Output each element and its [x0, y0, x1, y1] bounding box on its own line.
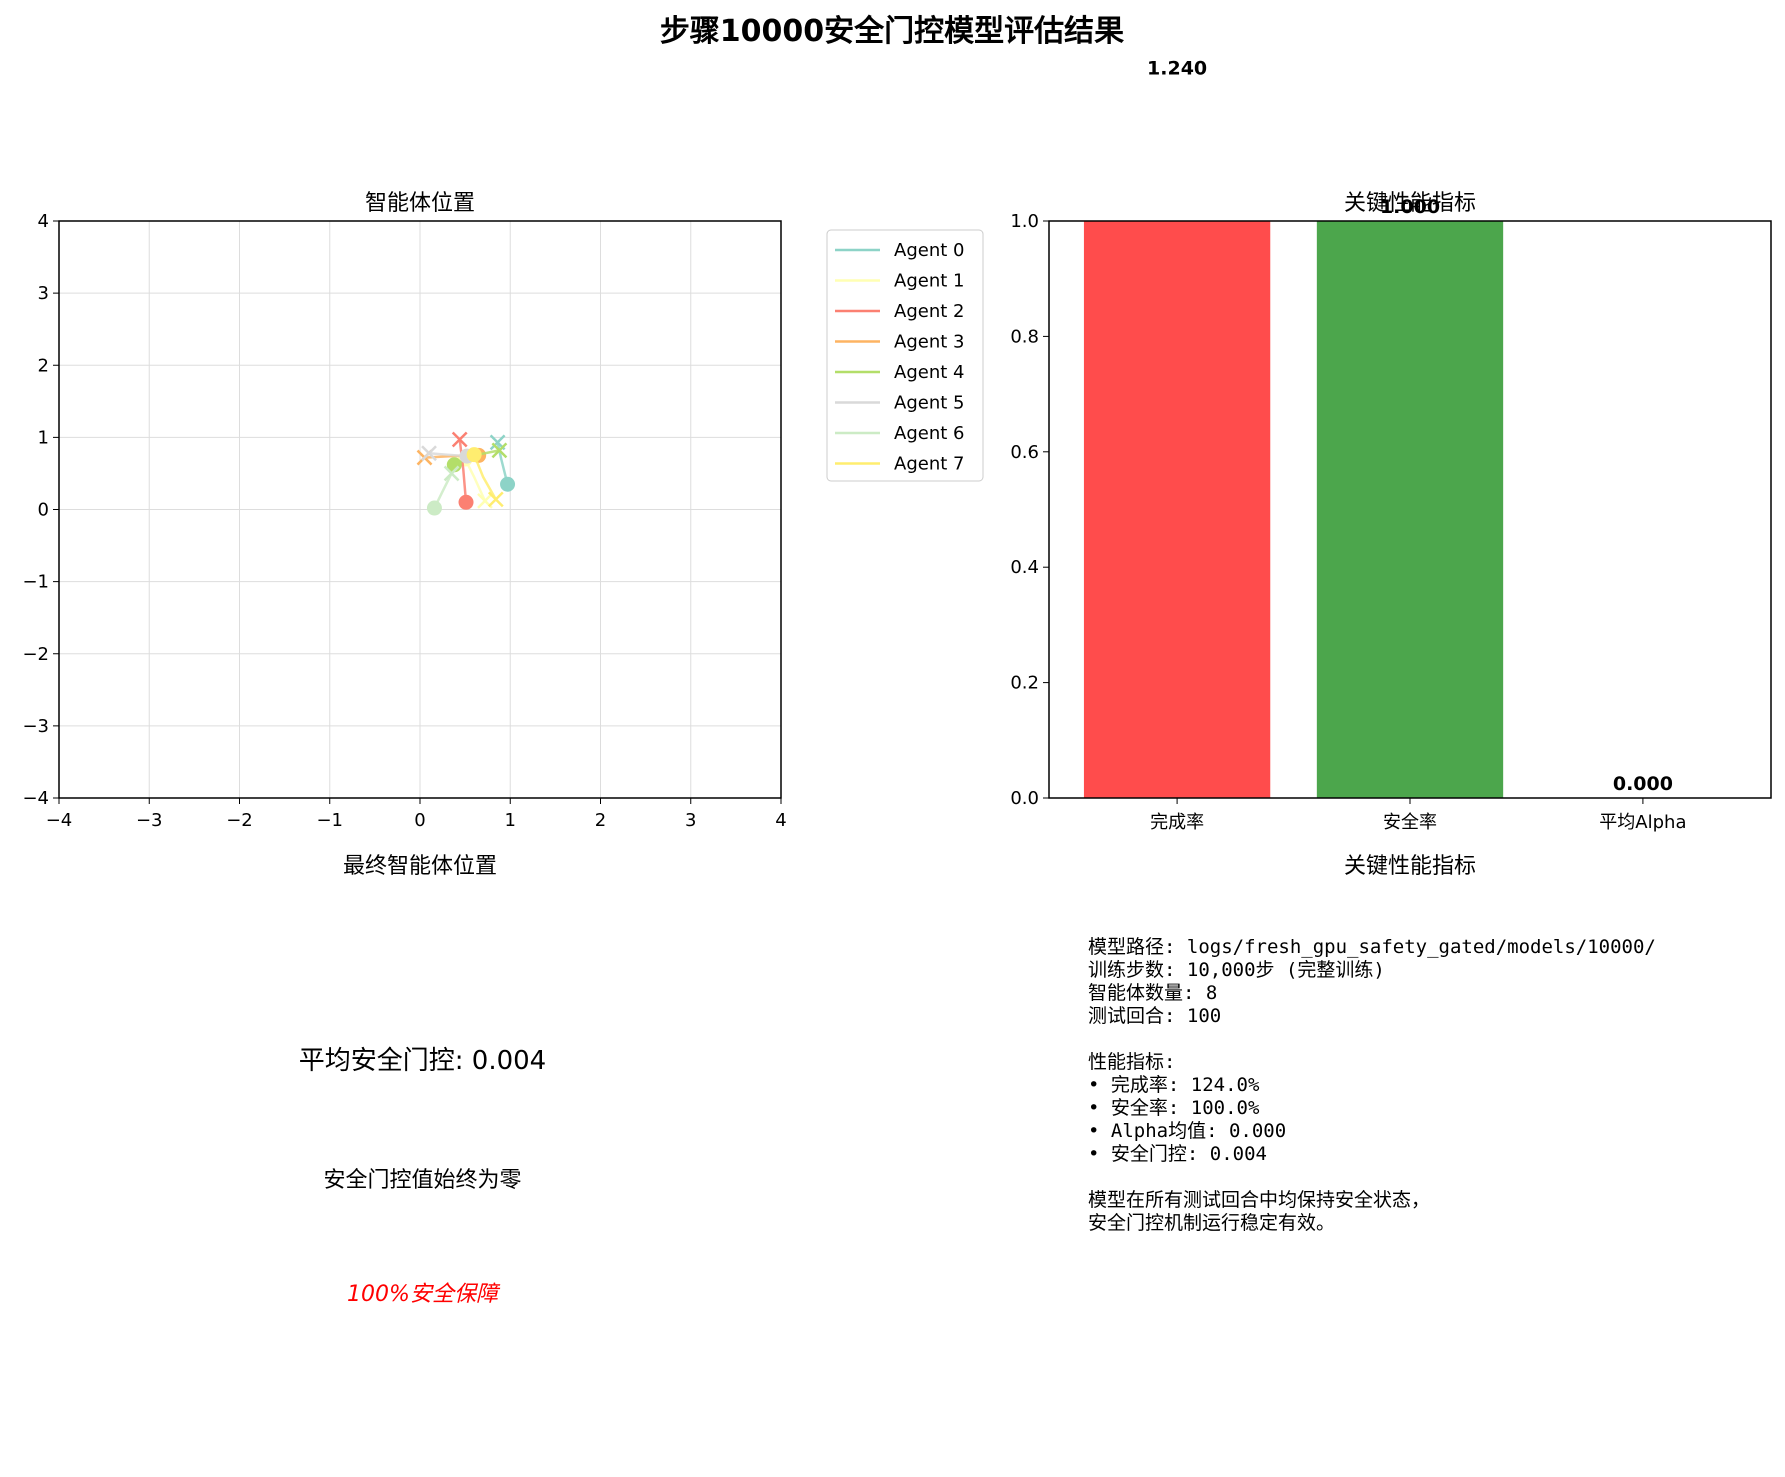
agent-4-start-marker — [491, 442, 508, 459]
scatter-ytick-label: −2 — [22, 644, 49, 665]
agent-7-start-marker — [487, 491, 504, 508]
bar-category-label-0: 完成率 — [1150, 812, 1204, 833]
legend-box — [826, 229, 984, 482]
figure-suptitle: 步骤10000安全门控模型评估结果 — [660, 14, 1124, 49]
scatter-xlabel: 最终智能体位置 — [343, 854, 497, 879]
scatter-grid — [58, 220, 782, 799]
safety-guarantee-warning: 100%安全保障 — [347, 1282, 498, 1307]
scatter-xtick-label: −1 — [316, 810, 343, 831]
scatter-ytick-label: 4 — [38, 211, 49, 232]
agent-2-start-marker — [451, 431, 468, 448]
scatter-xtick-label: 2 — [595, 810, 606, 831]
bar-ytick-label: 0.0 — [1010, 788, 1039, 809]
legend-label-agent-4: Agent 4 — [894, 362, 964, 383]
bar-ytick-label: 0.4 — [1010, 557, 1039, 578]
scatter-ytick-label: 0 — [38, 500, 49, 521]
model-info-text: 模型路径: logs/fresh_gpu_safety_gated/models… — [1088, 936, 1656, 1234]
agent-2-end-marker — [458, 494, 474, 510]
agent-7-trajectory — [472, 454, 497, 501]
scatter-ytick-label: −3 — [22, 716, 49, 737]
scatter-xtick-label: 1 — [505, 810, 516, 831]
bar-value-label-2: 0.000 — [1613, 773, 1673, 795]
scatter-ticks: −4 −3 −2 −1 0 1 2 3 4 −4 −3 −2 −1 0 1 2 3 4 — [22, 211, 786, 831]
agent-0-end-marker — [500, 476, 516, 492]
scatter-ytick-label: 2 — [38, 355, 49, 376]
bar-ticks: 0.0 0.2 0.4 0.6 0.8 1.0 完成率 安全率 平均Alpha — [1010, 211, 1686, 833]
bar-ytick-label: 0.2 — [1010, 673, 1039, 694]
bar-value-label-1: 1.000 — [1380, 196, 1440, 218]
legend-label-agent-3: Agent 3 — [894, 332, 964, 353]
bar-value-label-0: 1.240 — [1147, 58, 1207, 80]
scatter-xtick-label: −4 — [46, 810, 73, 831]
bar-ytick-label: 0.6 — [1010, 442, 1039, 463]
legend-label-agent-1: Agent 1 — [894, 271, 964, 292]
scatter-title: 智能体位置 — [365, 191, 475, 216]
scatter-xtick-label: 3 — [685, 810, 696, 831]
bar-bars: 1.240 1.000 0.000 — [1083, 58, 1673, 798]
bar-0 — [1083, 221, 1271, 798]
legend-label-agent-0: Agent 0 — [894, 240, 964, 261]
scatter-xtick-label: 0 — [414, 810, 425, 831]
scatter-xtick-label: −3 — [136, 810, 163, 831]
bar-ytick-label: 1.0 — [1010, 211, 1039, 232]
agent-0-trajectory — [496, 442, 509, 485]
bar-title: 关键性能指标 — [1344, 191, 1476, 216]
agent-5-start-marker — [421, 445, 437, 462]
scatter-ytick-label: 3 — [38, 283, 49, 304]
bar-xlabel: 关键性能指标 — [1344, 854, 1476, 879]
bar-category-label-2: 平均Alpha — [1599, 812, 1686, 833]
scatter-legend: Agent 0 Agent 1 Agent 2 Agent 3 Agent 4 Agent… — [826, 229, 984, 482]
scatter-xtick-label: 4 — [775, 810, 786, 831]
kpi-bar-chart: 关键性能指标 0.0 0.2 0.4 0.6 0.8 1.0 完成率 安全率 平均Alpha 1… — [1010, 58, 1772, 879]
agent-position-chart: 智能体位置 −4 −3 −2 −1 0 1 2 3 4 −4 −3 −2 −1 0 1 2 3 4 最终智能体位置… — [22, 191, 984, 879]
scatter-axes-frame — [58, 220, 782, 799]
agent-2-trajectory — [458, 439, 468, 503]
bar-1 — [1316, 221, 1504, 798]
alpha-mean-value: 平均安全门控: 0.004 — [298, 1046, 547, 1076]
agent-6-start-marker — [443, 465, 460, 482]
legend-label-agent-6: Agent 6 — [894, 423, 964, 444]
scatter-ytick-label: 1 — [38, 427, 49, 448]
scatter-series — [416, 431, 516, 516]
legend-label-agent-2: Agent 2 — [894, 301, 964, 322]
scatter-ytick-label: −4 — [22, 788, 49, 809]
legend-label-agent-7: Agent 7 — [894, 454, 964, 475]
agent-7-end-marker — [466, 447, 482, 463]
bar-axes-frame — [1048, 220, 1772, 799]
alpha-note: 安全门控值始终为零 — [323, 1168, 522, 1193]
bar-category-label-1: 安全率 — [1383, 812, 1437, 833]
scatter-ytick-label: −1 — [22, 572, 49, 593]
scatter-xtick-label: −2 — [226, 810, 253, 831]
agent-6-end-marker — [426, 500, 442, 516]
bar-ytick-label: 0.8 — [1010, 326, 1039, 347]
legend-label-agent-5: Agent 5 — [894, 393, 964, 414]
